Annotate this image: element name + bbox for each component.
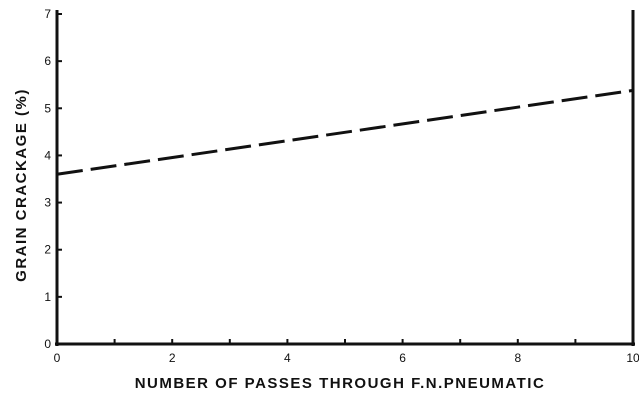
y-tick-label: 6 xyxy=(44,54,51,68)
y-tick-label: 7 xyxy=(44,7,51,21)
y-tick-label: 0 xyxy=(44,337,51,351)
series-line xyxy=(56,88,634,176)
series-layer xyxy=(56,88,634,176)
x-tick-label: 10 xyxy=(626,351,639,365)
y-axis-title: GRAIN CRACKAGE (%) xyxy=(13,88,30,282)
y-tick-label: 1 xyxy=(44,290,51,304)
y-tick-label: 5 xyxy=(44,101,51,115)
x-tick-label: 2 xyxy=(169,351,176,365)
x-axis-title: NUMBER OF PASSES THROUGH F.N.PNEUMATIC xyxy=(135,375,546,392)
x-tick-label: 6 xyxy=(399,351,406,365)
axes xyxy=(55,10,635,346)
x-tick-label: 0 xyxy=(54,351,61,365)
y-tick-label: 2 xyxy=(44,243,51,257)
y-tick-label: 4 xyxy=(44,148,51,162)
y-tick-label: 3 xyxy=(44,196,51,210)
tick-labels: 0 1 2 3 4 5 6 7 0 2 4 6 8 10 xyxy=(44,7,639,365)
x-tick-label: 8 xyxy=(514,351,521,365)
x-tick-label: 4 xyxy=(284,351,291,365)
